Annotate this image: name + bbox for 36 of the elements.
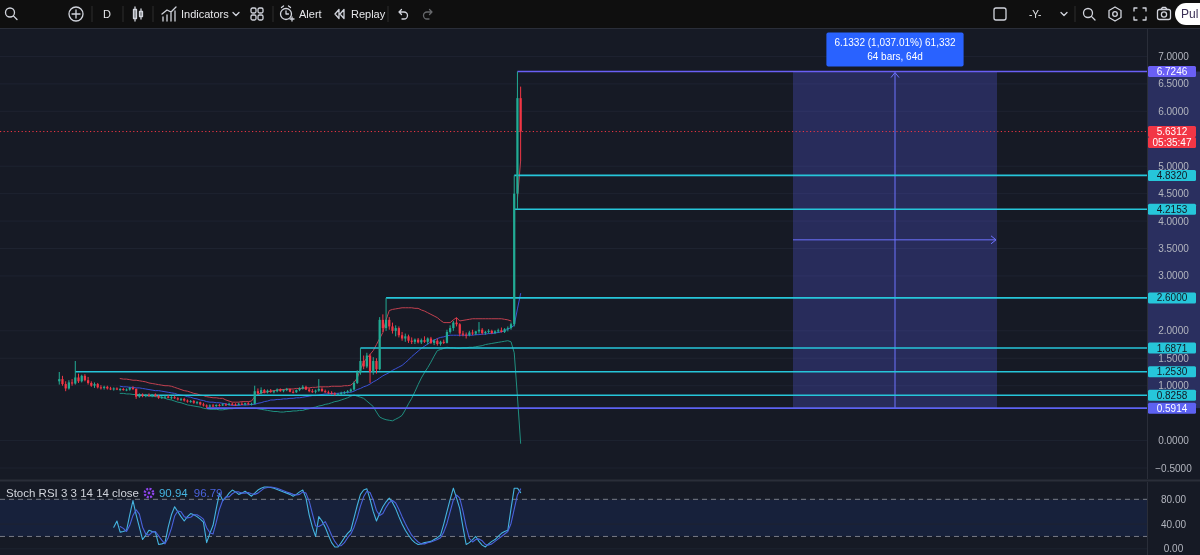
y-tick-label: 3.0000 [1158,270,1190,282]
text: Alert [299,8,322,20]
y-tick-label: 0.00 [1163,543,1184,555]
ref-line-label: 2.6000 [1156,292,1188,304]
text: 05:35:47 [1152,137,1192,149]
text: Indicators [181,8,230,20]
y-tick-label: −0.5000 [1155,462,1193,474]
chart-title: Stoch RSI 3 3 14 14 close [6,487,139,499]
y-tick-label: 1.0000 [1158,380,1190,392]
y-tick-label: 4.5000 [1158,188,1190,200]
ref-line-label: 1.2530 [1156,366,1188,378]
y-tick-label: 40.00 [1160,518,1187,530]
ref-line-label: 6.7246 [1156,66,1188,78]
text: -Y- [1029,8,1042,20]
text: Replay [351,8,386,20]
y-tick-label: 3.5000 [1158,243,1190,255]
ref-line-label: 0.5914 [1156,402,1188,414]
ref-line-label: 4.2153 [1156,203,1188,215]
y-tick-label: 80.00 [1160,493,1187,505]
y-tick-label: 6.0000 [1158,105,1190,117]
ref-line-label: 4.8320 [1156,169,1188,181]
text: D [103,8,112,20]
y-tick-label: 6.5000 [1158,78,1190,90]
ref-line-label: 5.6312 [1156,126,1188,138]
annotation: 64 bars, 64d [867,51,923,63]
annotation: 90.94 [158,487,189,499]
y-tick-label: 2.0000 [1158,325,1190,337]
ref-line-label: 0.8258 [1156,389,1188,401]
y-tick-label: 7.0000 [1158,50,1190,62]
y-tick-label: 4.0000 [1158,215,1190,227]
y-tick-label: 0.0000 [1158,435,1190,447]
ref-line-label: 1.6871 [1156,342,1188,354]
y-tick-label: 5.0000 [1158,160,1190,172]
y-tick-label: 1.5000 [1158,352,1190,364]
annotation: 6.1332 (1,037.01%) 61,332 [834,37,957,49]
annotation: 96.79 [193,487,223,499]
